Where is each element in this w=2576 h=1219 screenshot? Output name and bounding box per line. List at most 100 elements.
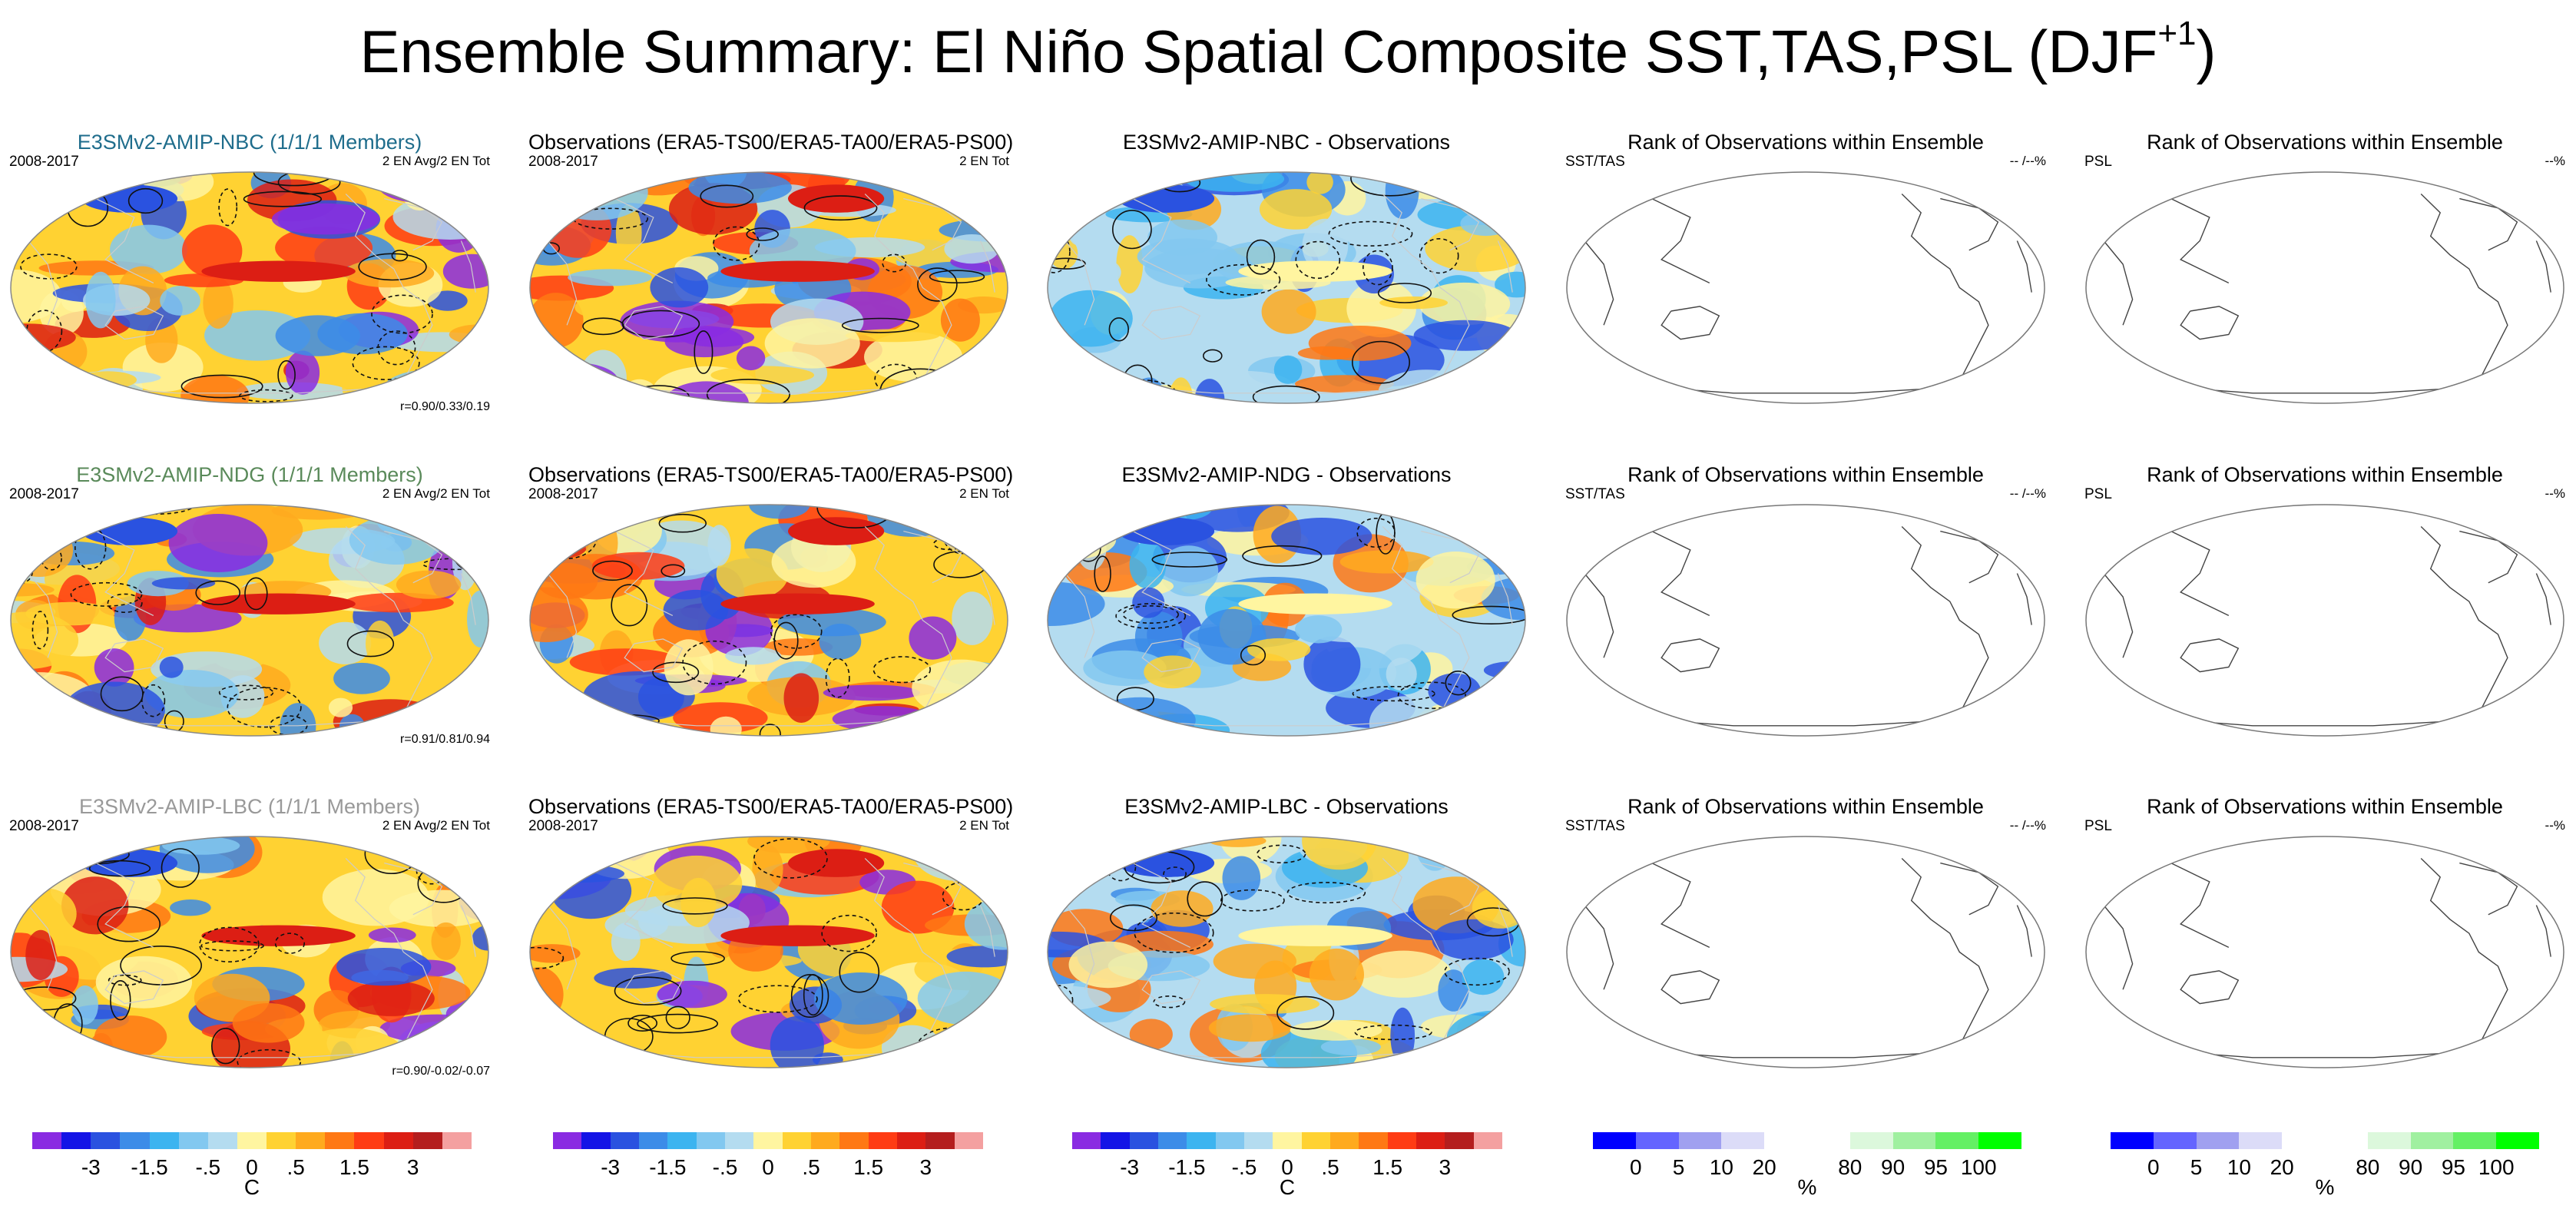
- map-rank: [2085, 171, 2564, 404]
- field-blob: [968, 853, 1002, 872]
- field-blob: [396, 570, 462, 599]
- field-blob: [11, 270, 62, 323]
- field-blob: [1472, 886, 1525, 929]
- field-blob: [1495, 271, 1525, 298]
- field-blob: [1095, 836, 1189, 846]
- field-blob: [1048, 180, 1078, 205]
- colorbar-box: [1187, 1132, 1217, 1149]
- panel-count: 2 EN Avg/2 EN Tot: [382, 818, 490, 833]
- map-border: [1566, 504, 2045, 737]
- field-blob: [556, 1042, 597, 1068]
- field-blob: [1500, 729, 1525, 736]
- colorbar-box: [553, 1132, 582, 1149]
- colorbar-box: [237, 1132, 267, 1149]
- colorbar-box: [354, 1132, 385, 1149]
- coastline: [979, 573, 995, 625]
- field-blob: [569, 648, 681, 676]
- coastline: [1584, 240, 1614, 326]
- field-blob: [777, 608, 886, 637]
- colorbar-tick-label: 0: [1630, 1155, 1642, 1179]
- colorbar-box: [954, 1132, 984, 1149]
- map-border: [2085, 171, 2564, 404]
- panel-count: --%: [2545, 818, 2565, 833]
- field-blob: [663, 589, 729, 631]
- field-blob: [1464, 172, 1525, 196]
- field-blob: [615, 204, 642, 261]
- colorbar-box: [753, 1132, 783, 1149]
- coastline: [1132, 863, 1191, 948]
- coastline: [1651, 197, 1710, 284]
- colorbar-box: [1445, 1132, 1475, 1149]
- panel-period: 2008-2017: [9, 818, 79, 834]
- map-panel-rank: Rank of Observations within Ensemble PSL -…: [2084, 797, 2565, 1077]
- coastline: [903, 863, 962, 916]
- panel-title: E3SMv2-AMIP-NDG (1/1/1 Members): [76, 463, 423, 486]
- field-blob: [1144, 655, 1201, 689]
- coastline: [1651, 862, 1710, 949]
- colorbar-tick-label: 80: [2356, 1155, 2380, 1179]
- field-blob: [441, 172, 488, 202]
- pattern-correlation: r=0.91/0.81/0.94: [400, 733, 490, 746]
- coastline: [2420, 525, 2508, 714]
- psl-contour: [1203, 349, 1223, 363]
- field-blob: [1057, 1035, 1121, 1068]
- coastline: [903, 531, 962, 584]
- field-blob: [940, 298, 980, 342]
- psl-contour: [70, 581, 143, 607]
- field-blob: [1489, 1006, 1525, 1043]
- colorbar-box: [32, 1132, 62, 1149]
- psl-contour: [1397, 681, 1466, 710]
- coastline: [1584, 905, 1614, 990]
- psl-contour: [211, 1028, 240, 1065]
- field-blob: [11, 172, 101, 207]
- field-blob: [707, 525, 731, 566]
- field-blob: [160, 286, 200, 316]
- psl-contour: [706, 379, 790, 403]
- coastline: [1940, 530, 1999, 584]
- field-blob: [1068, 941, 1148, 989]
- map-obs: [529, 836, 1008, 1068]
- panel-title: E3SMv2-AMIP-LBC (1/1/1 Members): [78, 795, 421, 818]
- colorbar-tick-label: -.5: [195, 1155, 221, 1179]
- psl-contour: [665, 1005, 690, 1029]
- field-blob: [574, 297, 616, 318]
- panel-period: SST/TAS: [1565, 486, 1625, 502]
- colorbar-box: [1215, 1132, 1245, 1149]
- psl-contour: [110, 980, 131, 1021]
- colorbar-box: [696, 1132, 726, 1149]
- field-blob: [1462, 959, 1505, 995]
- coastline: [624, 638, 684, 673]
- colorbar-box: [839, 1132, 869, 1149]
- psl-contour: [1328, 220, 1413, 247]
- map-obs: [529, 504, 1008, 737]
- field-blob: [1261, 289, 1316, 334]
- psl-contour: [746, 227, 780, 241]
- coastline: [2103, 240, 2134, 326]
- field-blob: [957, 1016, 1008, 1046]
- coastline: [1065, 905, 1095, 990]
- psl-contour: [682, 640, 747, 685]
- map-panel-obs: Observations (ERA5-TS00/ERA5-TA00/ERA5-P…: [528, 132, 1013, 412]
- colorbar-box: [610, 1132, 640, 1149]
- field-blob: [951, 1055, 1008, 1068]
- field-blob: [319, 621, 372, 664]
- colorbar-box: [868, 1132, 898, 1149]
- field-blob: [539, 505, 603, 547]
- colorbar-tick-label: 0: [762, 1155, 774, 1179]
- field-blob: [85, 271, 116, 329]
- psl-contour: [582, 317, 625, 336]
- panel-period: PSL: [2084, 154, 2112, 170]
- psl-contour: [611, 584, 648, 627]
- psl-contour: [1134, 913, 1214, 953]
- field-blob: [213, 722, 267, 736]
- colorbar-unit: %: [2315, 1175, 2335, 1199]
- psl-contour: [1094, 555, 1111, 592]
- map-rank: [1566, 171, 2045, 404]
- coastline: [1660, 306, 1720, 340]
- field-blob: [1437, 378, 1485, 403]
- field-blob: [1147, 219, 1217, 256]
- field-blob: [611, 923, 641, 962]
- colorbar-tick-label: .5: [802, 1155, 820, 1179]
- field-blob: [747, 836, 830, 853]
- field-blob: [909, 616, 957, 660]
